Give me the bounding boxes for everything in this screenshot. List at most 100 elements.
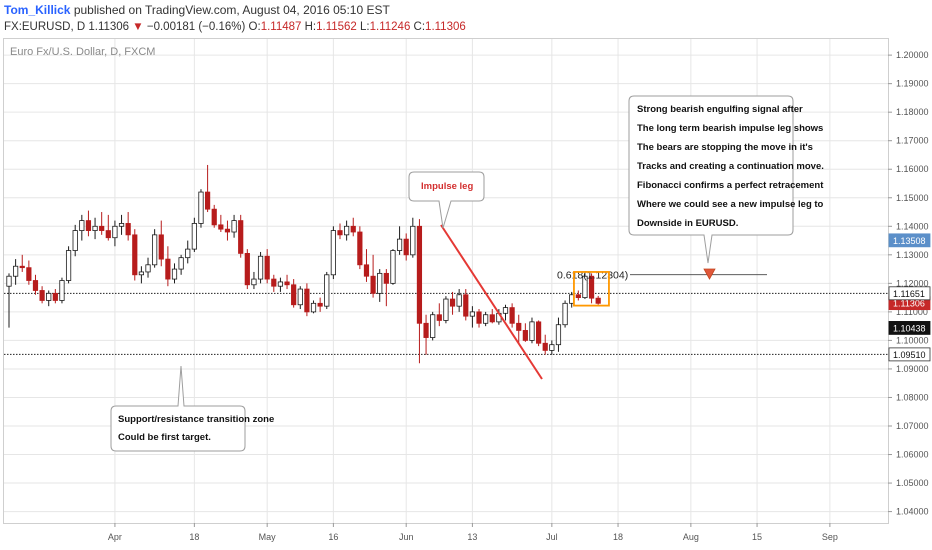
analysis-line: Downside in EURUSD.	[637, 218, 738, 229]
candle-body	[377, 272, 383, 294]
y-tick-label: 1.05000	[896, 478, 929, 488]
candle	[52, 289, 58, 304]
analysis-line: Where we could see a new impulse leg to	[637, 199, 824, 210]
candle-body	[125, 223, 131, 236]
candle-body	[145, 264, 151, 273]
price-chart[interactable]: Euro Fx/U.S. Dollar, D, FXCM 0.618(1.123…	[0, 38, 932, 550]
candle-body	[396, 238, 403, 251]
y-tick-label: 1.07000	[896, 421, 929, 431]
analysis-callout	[628, 95, 794, 264]
candle	[403, 233, 409, 261]
annotations: Impulse leg Strong bearish engulfing sign…	[110, 95, 824, 452]
chart-header: Tom_Killick published on TradingView.com…	[0, 0, 932, 38]
candle-body	[291, 284, 297, 306]
x-tick-label: May	[259, 532, 277, 542]
candle	[363, 249, 370, 282]
highlight-box	[573, 271, 610, 307]
candle	[529, 317, 535, 344]
candle	[271, 274, 277, 292]
x-tick-label: Jul	[546, 532, 558, 542]
price-label: 1.13508	[888, 233, 931, 248]
candle-body	[224, 228, 231, 233]
close-value: 1.11306	[425, 21, 466, 33]
price-label-box	[888, 347, 931, 362]
candle	[297, 286, 303, 310]
candle-body	[304, 288, 310, 313]
high-label: H:	[304, 21, 317, 33]
candle-body	[357, 231, 363, 266]
candle	[509, 303, 515, 328]
candle-body	[483, 314, 489, 324]
candle	[165, 246, 171, 287]
candle-body	[277, 281, 284, 287]
candle-body	[469, 311, 476, 317]
candle	[410, 217, 416, 258]
impulse-line	[440, 224, 543, 380]
candle-body	[330, 230, 336, 276]
candle-body	[59, 280, 65, 301]
candle-body	[211, 208, 217, 226]
impulse-callout	[408, 171, 485, 229]
impulse-label: Impulse leg	[421, 181, 473, 192]
x-tick-label: 15	[752, 532, 762, 542]
candle	[416, 219, 423, 364]
low-value: 1.11246	[369, 21, 411, 33]
candle-body	[251, 278, 257, 286]
y-tick-label: 1.06000	[896, 450, 929, 460]
support-lines	[4, 292, 888, 355]
candle	[436, 303, 442, 327]
candle	[330, 226, 336, 280]
price-axis[interactable]: 1.04000 1.05000 1.06000 1.07000 1.08000 1.090…	[888, 50, 931, 517]
candle	[370, 254, 376, 298]
candle	[112, 220, 118, 247]
candle-body	[476, 311, 482, 324]
y-tick-label: 1.08000	[896, 392, 929, 402]
x-tick-label: Aug	[683, 532, 699, 542]
last-price: 1.11306	[88, 21, 130, 33]
candle	[72, 224, 78, 257]
candle-body	[588, 275, 595, 299]
candle-body	[324, 274, 330, 307]
support-line-text: Support/resistance transition zone	[118, 414, 274, 425]
price-label: 1.10438	[888, 321, 931, 335]
analysis-line: The bears are stopping the move in it's	[637, 142, 813, 153]
author-link[interactable]: Tom_Killick	[4, 3, 71, 17]
candle-body	[536, 321, 542, 344]
candle-body	[529, 321, 535, 341]
candle-body	[191, 223, 197, 250]
candle-body	[271, 278, 277, 287]
candle	[138, 266, 144, 284]
candle-body	[178, 257, 184, 270]
price-label: 1.09510	[888, 347, 931, 362]
candle-body	[231, 220, 237, 233]
candle	[489, 309, 495, 324]
open-label: O:	[248, 21, 261, 33]
y-tick-label: 1.14000	[896, 221, 929, 231]
candle-body	[317, 302, 323, 307]
candle-body	[562, 302, 568, 326]
candle	[218, 214, 224, 232]
candle-body	[105, 230, 111, 239]
candle	[211, 204, 217, 228]
candle-body	[264, 255, 270, 280]
candle	[396, 226, 403, 255]
impulse-trendline[interactable]	[440, 224, 716, 380]
candle-body	[363, 264, 370, 277]
candle	[257, 251, 264, 284]
candle	[79, 214, 85, 241]
price-label: 1.11651	[888, 286, 931, 301]
candle	[449, 291, 456, 315]
candle-body	[449, 298, 456, 307]
x-tick-label: 16	[328, 532, 338, 542]
candle	[145, 257, 151, 278]
candle-body	[99, 225, 105, 231]
candle-body	[13, 265, 19, 277]
candle	[582, 273, 588, 300]
candle-body	[403, 238, 409, 256]
candle	[304, 283, 310, 317]
analysis-line: The long term bearish impulse leg shows	[637, 123, 823, 134]
time-axis[interactable]: Apr 18 May 16 Jun 13 Jul 18 Aug 15 Sep	[108, 523, 838, 542]
candle-body	[19, 265, 25, 269]
candle-body	[46, 292, 52, 301]
candle	[443, 296, 449, 324]
